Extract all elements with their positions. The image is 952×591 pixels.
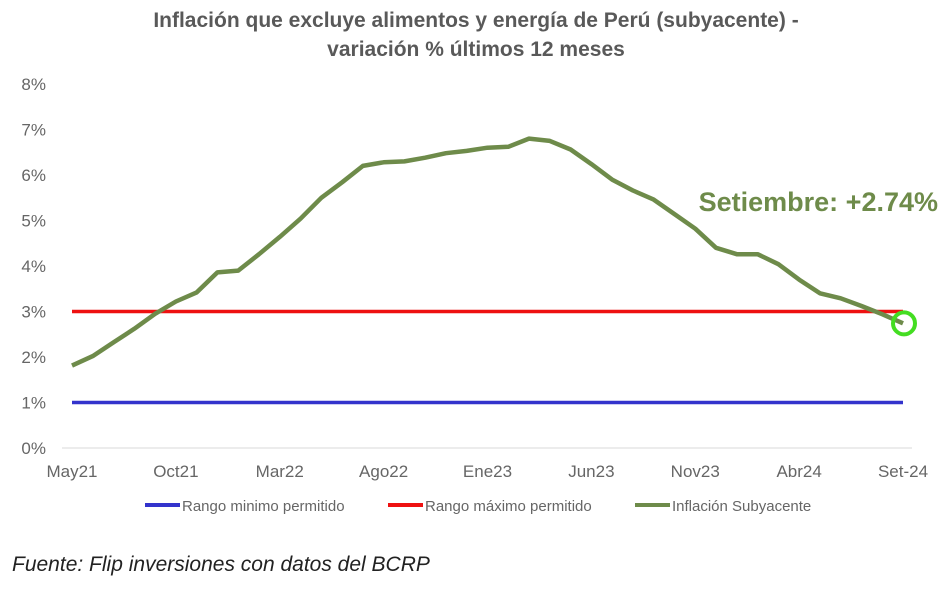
y-tick-label: 7% (21, 121, 46, 140)
x-tick-label: May21 (46, 462, 97, 481)
y-tick-label: 1% (21, 394, 46, 413)
x-tick-label: Ene23 (463, 462, 512, 481)
x-tick-label: Nov23 (671, 462, 720, 481)
chart-title-line2: variación % últimos 12 meses (327, 38, 625, 61)
y-tick-label: 6% (21, 166, 46, 185)
last-value-annotation: Setiembre: +2.74% (699, 187, 938, 217)
legend-item-max-range: Rango máximo permitido (388, 498, 592, 515)
y-tick-label: 3% (21, 303, 46, 322)
y-tick-label: 5% (21, 212, 46, 231)
legend-label: Rango minimo permitido (182, 498, 345, 515)
y-tick-label: 8% (21, 75, 46, 94)
x-tick-label: Jun23 (568, 462, 614, 481)
x-tick-label: Set-24 (878, 462, 928, 481)
legend-item-core-inflation: Inflación Subyacente (635, 498, 811, 515)
x-tick-label: Ago22 (359, 462, 408, 481)
legend-label: Rango máximo permitido (425, 498, 592, 515)
y-tick-label: 4% (21, 257, 46, 276)
y-tick-label: 0% (21, 439, 46, 458)
y-tick-label: 2% (21, 348, 46, 367)
x-tick-label: Abr24 (776, 462, 821, 481)
series-core-inflation-line (71, 136, 904, 368)
chart-title: Inflación que excluye alimentos y energí… (0, 6, 952, 64)
legend-item-min-range: Rango minimo permitido (145, 498, 345, 515)
x-tick-label: Mar22 (256, 462, 304, 481)
legend-label: Inflación Subyacente (672, 498, 811, 515)
chart-title-line1: Inflación que excluye alimentos y energí… (153, 9, 799, 32)
source-note: Fuente: Flip inversiones con datos del B… (12, 553, 430, 576)
last-value-marker (891, 310, 917, 337)
x-tick-label: Oct21 (153, 462, 198, 481)
